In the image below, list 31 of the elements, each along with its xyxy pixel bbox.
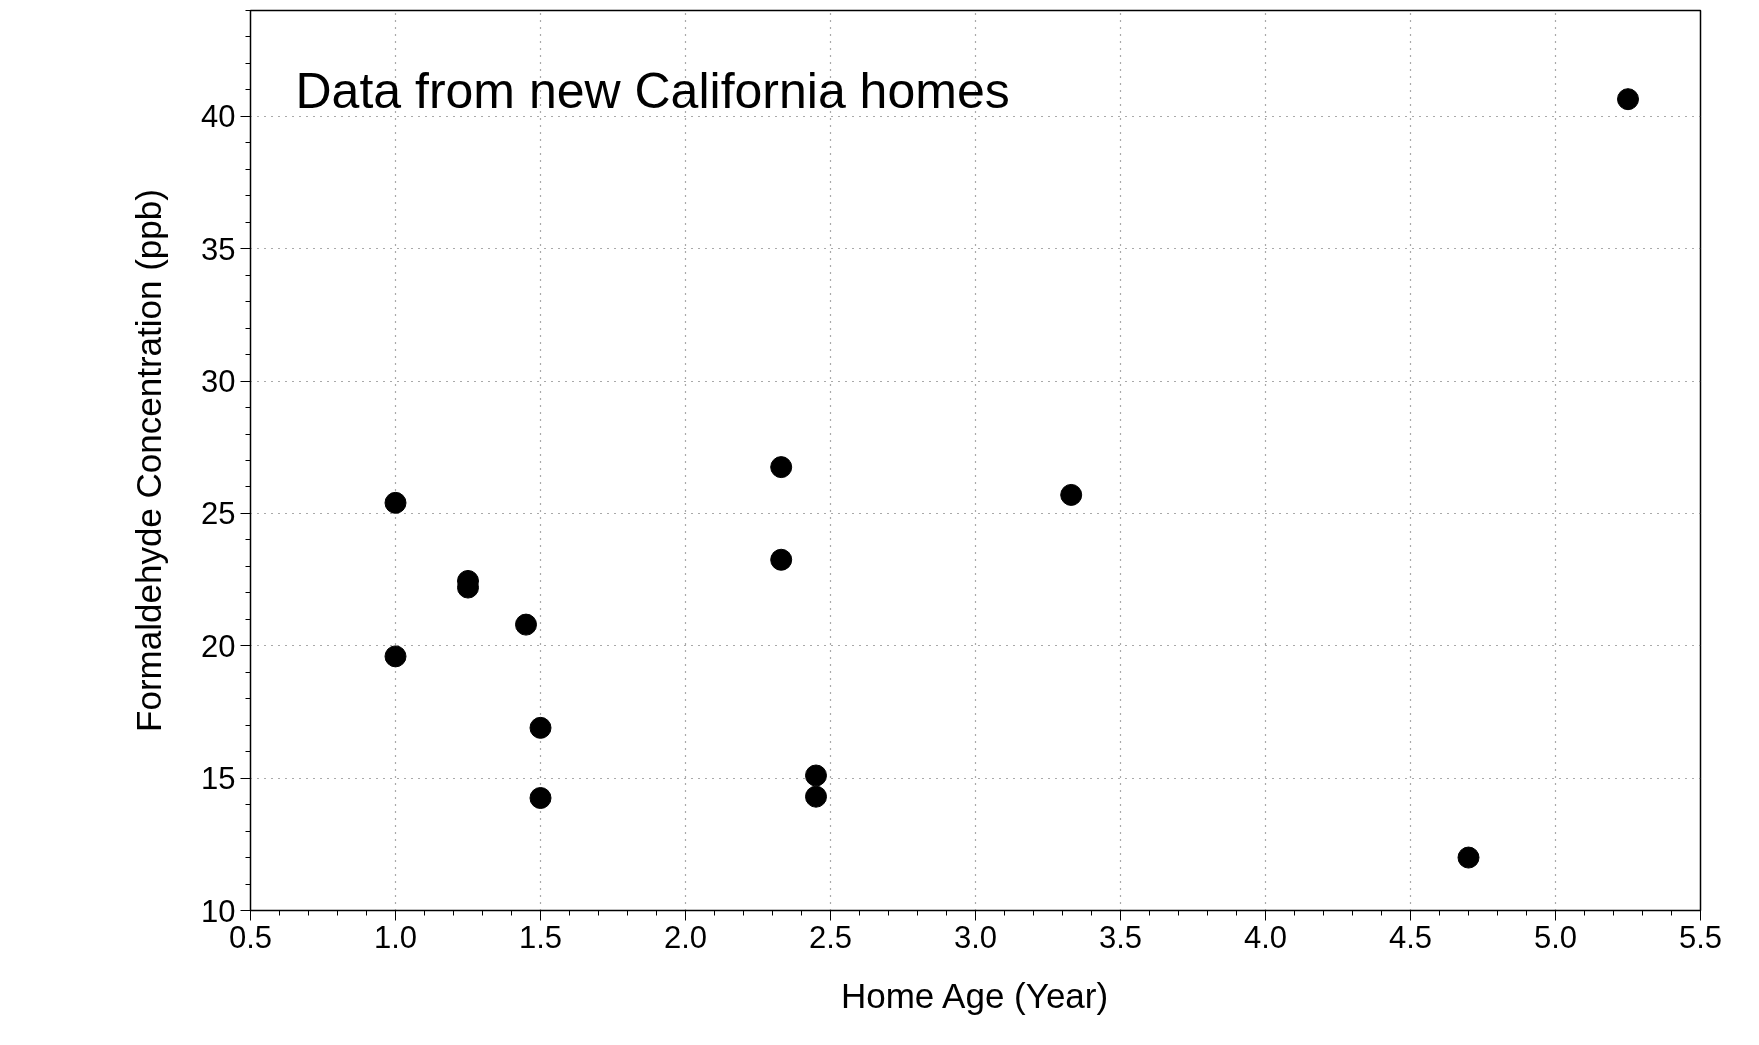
annotation: Data from new California homes [295, 62, 1010, 119]
x-tick-label: 1.5 [518, 919, 563, 955]
point [515, 613, 537, 636]
x-tick-label: 3.0 [953, 919, 998, 955]
point [1457, 846, 1480, 869]
point [805, 785, 827, 808]
x-tick-label: 5.5 [1678, 919, 1723, 955]
y-tick-label: 25 [201, 496, 236, 532]
x-tick-label: 2.0 [663, 919, 708, 955]
y-axis-title: Formaldehyde Concentration (ppb) [129, 189, 169, 732]
point [384, 491, 407, 514]
point [770, 456, 793, 479]
x-tick-label: 1.0 [373, 919, 418, 955]
point [1617, 88, 1639, 111]
x-tick-label: 3.5 [1098, 919, 1143, 955]
y-tick-label: 30 [201, 364, 236, 400]
point [384, 645, 407, 668]
x-tick-label: 5.0 [1533, 919, 1578, 955]
y-tick-label: 20 [201, 628, 236, 664]
point [1060, 483, 1083, 506]
point [770, 548, 793, 571]
x-tick-label: 2.5 [808, 919, 853, 955]
x-axis-title: Home Age (Year) [840, 975, 1109, 1015]
point [805, 764, 827, 787]
x-tick-label: 4.5 [1388, 919, 1433, 955]
point [529, 716, 552, 739]
y-tick-label: 35 [201, 231, 236, 267]
x-tick-label: 4.0 [1243, 919, 1288, 955]
point [529, 787, 552, 809]
y-tick-label: 40 [201, 99, 236, 135]
y-tick-label: 15 [201, 761, 236, 797]
